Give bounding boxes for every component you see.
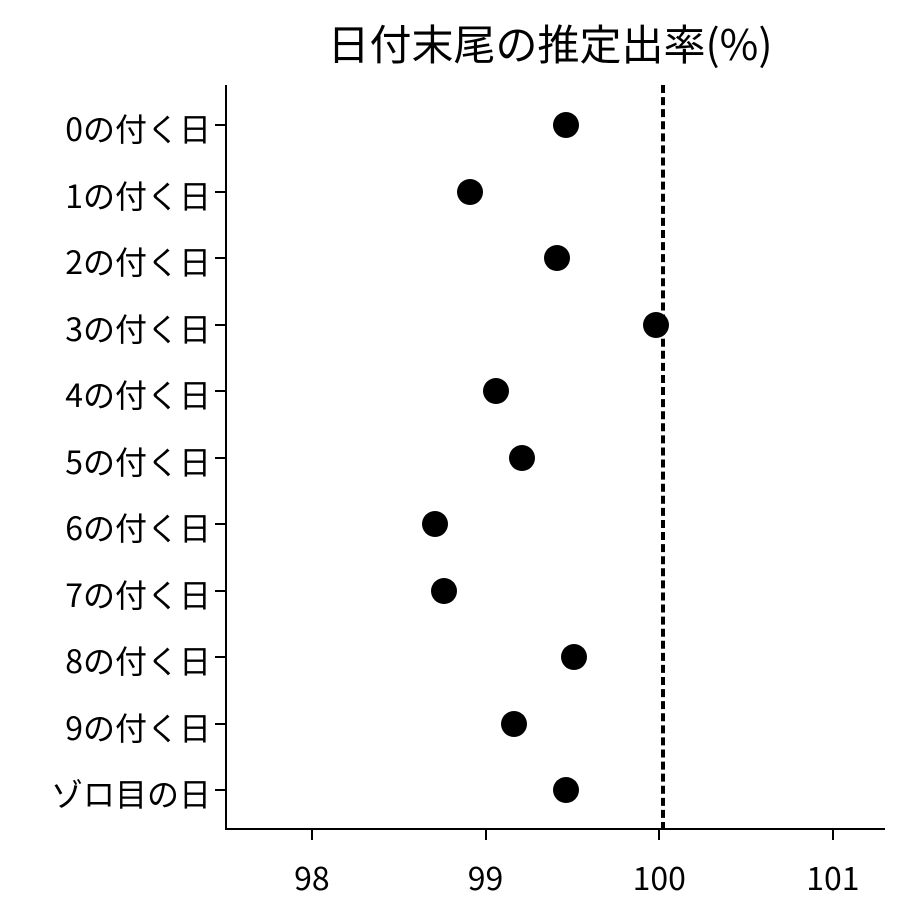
y-tick xyxy=(215,723,225,725)
data-point xyxy=(431,578,457,604)
y-category-text: 4の付く日 xyxy=(65,371,211,417)
y-tick xyxy=(215,590,225,592)
data-point xyxy=(501,711,527,737)
y-tick-label: 8の付く日 xyxy=(65,637,211,683)
y-tick-label: 2の付く日 xyxy=(65,238,211,284)
y-tick-label: 0の付く日 xyxy=(65,105,211,151)
x-tick-label: 100 xyxy=(633,854,686,900)
reference-line xyxy=(661,85,665,830)
chart-title: 日付末尾の推定出率(%) xyxy=(190,12,900,73)
y-tick xyxy=(215,656,225,658)
y-tick-label: 1の付く日 xyxy=(65,172,211,218)
y-category-text: 8の付く日 xyxy=(65,637,211,683)
y-category-text: ゾロ目の日 xyxy=(51,770,211,816)
y-category-text: 7の付く日 xyxy=(65,571,211,617)
data-point xyxy=(457,179,483,205)
plot-area xyxy=(225,85,885,830)
data-point xyxy=(483,378,509,404)
data-point xyxy=(509,445,535,471)
y-tick xyxy=(215,257,225,259)
x-tick-label: 101 xyxy=(806,854,859,900)
y-tick-label: 7の付く日 xyxy=(65,571,211,617)
x-tick xyxy=(311,830,313,840)
y-category-text: 0の付く日 xyxy=(65,105,211,151)
chart-container: 日付末尾の推定出率(%) 98 99 100 101 0の付く日 1の付く日 2の付く日 3の… xyxy=(0,0,900,900)
data-point xyxy=(553,777,579,803)
x-tick-label: 99 xyxy=(468,854,504,900)
y-category-text: 2の付く日 xyxy=(65,238,211,284)
y-tick xyxy=(215,324,225,326)
x-tick xyxy=(832,830,834,840)
y-tick-label: 6の付く日 xyxy=(65,504,211,550)
x-tick xyxy=(485,830,487,840)
y-tick xyxy=(215,390,225,392)
data-point xyxy=(544,245,570,271)
y-tick xyxy=(215,789,225,791)
y-category-text: 6の付く日 xyxy=(65,504,211,550)
y-tick-label: ゾロ目の日 xyxy=(51,770,211,816)
data-point xyxy=(422,511,448,537)
data-point xyxy=(561,644,587,670)
data-point xyxy=(643,312,669,338)
y-tick xyxy=(215,457,225,459)
data-point xyxy=(553,112,579,138)
y-category-text: 3の付く日 xyxy=(65,305,211,351)
x-tick xyxy=(658,830,660,840)
y-tick xyxy=(215,523,225,525)
y-category-text: 9の付く日 xyxy=(65,704,211,750)
y-category-text: 5の付く日 xyxy=(65,438,211,484)
y-tick-label: 4の付く日 xyxy=(65,371,211,417)
y-tick-label: 5の付く日 xyxy=(65,438,211,484)
y-tick xyxy=(215,191,225,193)
y-category-text: 1の付く日 xyxy=(65,172,211,218)
x-tick-label: 98 xyxy=(294,854,330,900)
y-tick xyxy=(215,124,225,126)
y-tick-label: 9の付く日 xyxy=(65,704,211,750)
y-tick-label: 3の付く日 xyxy=(65,305,211,351)
